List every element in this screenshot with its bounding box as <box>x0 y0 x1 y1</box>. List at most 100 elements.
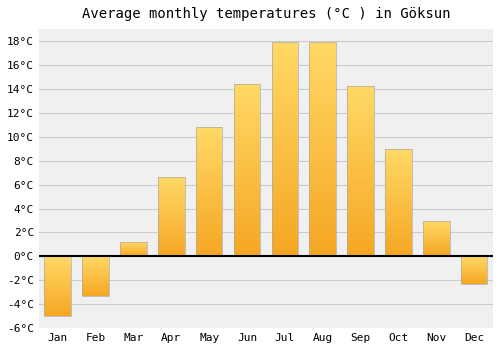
Bar <box>423 254 450 255</box>
Bar <box>44 265 71 266</box>
Bar <box>348 231 374 233</box>
Bar <box>385 172 411 173</box>
Bar <box>234 151 260 153</box>
Bar <box>272 141 298 143</box>
Bar <box>310 237 336 239</box>
Bar <box>272 220 298 222</box>
Bar <box>44 313 71 314</box>
Bar <box>348 104 374 105</box>
Bar <box>348 120 374 122</box>
Bar <box>158 215 184 216</box>
Bar <box>234 89 260 91</box>
Bar <box>423 253 450 254</box>
Bar <box>234 156 260 158</box>
Bar <box>348 107 374 108</box>
Bar <box>385 175 411 176</box>
Bar <box>310 250 336 252</box>
Bar <box>44 273 71 274</box>
Bar <box>272 77 298 79</box>
Bar <box>44 284 71 285</box>
Bar <box>234 250 260 251</box>
Bar <box>196 136 222 138</box>
Bar <box>310 96 336 98</box>
Bar <box>272 66 298 68</box>
Bar <box>234 122 260 124</box>
Bar <box>310 98 336 100</box>
Bar <box>310 60 336 62</box>
Bar <box>44 296 71 297</box>
Bar <box>82 267 109 268</box>
Bar <box>82 269 109 270</box>
Bar <box>385 199 411 201</box>
Bar <box>310 141 336 143</box>
Bar <box>310 222 336 224</box>
Bar <box>82 285 109 286</box>
Bar <box>348 217 374 219</box>
Bar <box>234 119 260 120</box>
Bar <box>385 184 411 186</box>
Bar <box>423 223 450 224</box>
Bar <box>234 191 260 193</box>
Bar <box>272 117 298 119</box>
Bar <box>310 211 336 214</box>
Bar <box>82 295 109 296</box>
Bar <box>348 194 374 195</box>
Bar <box>158 179 184 180</box>
Bar <box>310 130 336 132</box>
Bar <box>82 271 109 272</box>
Bar <box>348 163 374 164</box>
Bar <box>196 238 222 240</box>
Bar <box>385 202 411 203</box>
Bar <box>196 162 222 163</box>
Bar <box>196 202 222 203</box>
Bar <box>82 292 109 293</box>
Bar <box>196 143 222 144</box>
Bar <box>385 212 411 214</box>
Bar <box>348 168 374 170</box>
Bar <box>234 106 260 108</box>
Bar <box>385 154 411 155</box>
Bar <box>348 250 374 251</box>
Bar <box>423 222 450 223</box>
Bar <box>158 184 184 186</box>
Bar <box>82 257 109 296</box>
Bar <box>310 100 336 102</box>
Bar <box>82 282 109 283</box>
Bar <box>44 272 71 273</box>
Bar <box>234 98 260 100</box>
Bar <box>310 246 336 248</box>
Bar <box>310 111 336 113</box>
Bar <box>272 93 298 96</box>
Bar <box>272 233 298 235</box>
Bar <box>348 239 374 241</box>
Bar <box>348 238 374 239</box>
Bar <box>348 245 374 246</box>
Bar <box>310 177 336 179</box>
Bar <box>234 170 260 172</box>
Bar <box>158 241 184 242</box>
Bar <box>385 236 411 237</box>
Bar <box>348 251 374 253</box>
Bar <box>310 220 336 222</box>
Bar <box>423 232 450 233</box>
Bar <box>272 147 298 149</box>
Bar <box>310 91 336 93</box>
Bar <box>196 228 222 229</box>
Bar <box>272 126 298 128</box>
Bar <box>158 243 184 244</box>
Bar <box>234 112 260 113</box>
Bar <box>272 209 298 211</box>
Bar <box>385 227 411 229</box>
Bar <box>234 222 260 224</box>
Bar <box>44 278 71 279</box>
Bar <box>234 201 260 203</box>
Bar <box>310 244 336 246</box>
Bar <box>348 149 374 151</box>
Bar <box>385 220 411 221</box>
Bar <box>158 247 184 248</box>
Bar <box>348 228 374 229</box>
Bar <box>44 263 71 264</box>
Bar <box>196 240 222 241</box>
Bar <box>82 265 109 266</box>
Bar <box>234 120 260 122</box>
